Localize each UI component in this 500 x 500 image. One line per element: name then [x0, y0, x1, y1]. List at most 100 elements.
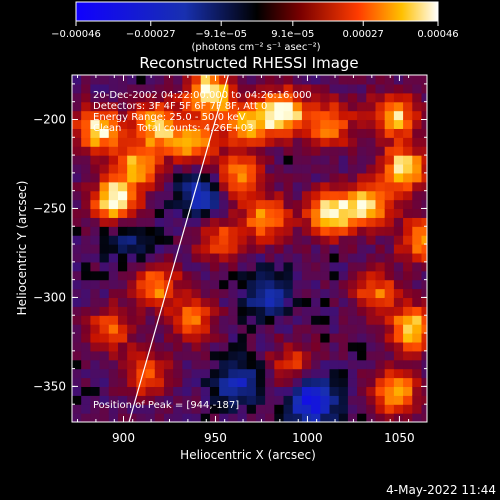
- heatmap-cell: [292, 146, 303, 156]
- heatmap-cell: [108, 306, 119, 316]
- heatmap-cell: [421, 297, 427, 307]
- heatmap-cell: [347, 244, 358, 254]
- heatmap-cell: [81, 297, 91, 307]
- heatmap-cell: [108, 279, 119, 290]
- heatmap-cell: [90, 315, 101, 325]
- heatmap-cell: [182, 181, 193, 192]
- heatmap-cell: [163, 306, 174, 316]
- heatmap-cell: [412, 92, 423, 103]
- heatmap-cell: [136, 208, 147, 218]
- heatmap-cell: [338, 413, 349, 422]
- heatmap-cell: [338, 119, 349, 129]
- heatmap-cell: [375, 279, 386, 290]
- heatmap-cell: [191, 217, 202, 227]
- heatmap-cell: [403, 333, 413, 343]
- heatmap-cell: [81, 146, 91, 156]
- heatmap-cell: [283, 172, 294, 183]
- heatmap-cell: [292, 190, 303, 201]
- heatmap-cell: [375, 226, 386, 236]
- y-tick-label: −250: [33, 201, 66, 215]
- heatmap-cell: [90, 199, 101, 210]
- heatmap-cell: [127, 226, 137, 236]
- heatmap-cell: [237, 261, 248, 272]
- heatmap-cell: [117, 83, 128, 94]
- heatmap-cell: [191, 155, 202, 165]
- heatmap-cell: [81, 110, 91, 121]
- heatmap-cell: [329, 324, 340, 334]
- heatmap-cell: [173, 190, 183, 201]
- heatmap-cell: [412, 119, 423, 129]
- heatmap-cell: [117, 270, 128, 281]
- y-axis-label: Heliocentric Y (arcsec): [15, 181, 29, 316]
- heatmap-cell: [393, 297, 404, 307]
- heatmap-cell: [311, 306, 321, 316]
- heatmap-cell: [311, 83, 321, 94]
- heatmap-cell: [200, 181, 211, 192]
- heatmap-cell: [136, 315, 147, 325]
- heatmap-cell: [255, 199, 266, 210]
- heatmap-cell: [99, 324, 110, 334]
- heatmap-cell: [403, 315, 413, 325]
- heatmap-cell: [421, 270, 427, 281]
- heatmap-cell: [108, 315, 119, 325]
- heatmap-cell: [228, 190, 239, 201]
- heatmap-cell: [81, 279, 91, 290]
- heatmap-cell: [154, 83, 165, 94]
- heatmap-cell: [182, 235, 193, 245]
- heatmap-cell: [154, 101, 165, 112]
- heatmap-cell: [255, 155, 266, 165]
- heatmap-cell: [366, 404, 377, 414]
- heatmap-cell: [117, 306, 128, 316]
- heatmap-cell: [127, 208, 137, 218]
- heatmap-cell: [338, 190, 349, 201]
- heatmap-cell: [163, 75, 174, 85]
- heatmap-cell: [90, 368, 101, 379]
- heatmap-cell: [412, 181, 423, 192]
- heatmap-cell: [90, 75, 101, 85]
- heatmap-cell: [145, 261, 156, 272]
- heatmap-cell: [255, 261, 266, 272]
- heatmap-cell: [81, 359, 91, 370]
- heatmap-cell: [72, 261, 82, 272]
- heatmap-cell: [90, 163, 101, 174]
- heatmap-cell: [228, 413, 239, 422]
- heatmap-cell: [173, 297, 183, 307]
- heatmap-cell: [127, 252, 137, 263]
- heatmap-cell: [311, 297, 321, 307]
- heatmap-cell: [265, 92, 275, 103]
- heatmap-cell: [283, 315, 294, 325]
- heatmap-cell: [219, 306, 229, 316]
- heatmap-cell: [145, 386, 156, 396]
- heatmap-cell: [338, 315, 349, 325]
- heatmap-cell: [366, 386, 377, 396]
- heatmap-cell: [219, 119, 229, 129]
- heatmap-cell: [393, 235, 404, 245]
- heatmap-cell: [145, 119, 156, 129]
- heatmap-cell: [72, 146, 82, 156]
- heatmap-cell: [200, 128, 211, 138]
- heatmap-cell: [145, 413, 156, 422]
- heatmap-cell: [191, 119, 202, 129]
- heatmap-cell: [136, 128, 147, 138]
- heatmap-cell: [246, 377, 257, 388]
- heatmap-cell: [154, 279, 165, 290]
- heatmap-cell: [200, 333, 211, 343]
- heatmap-cell: [90, 146, 101, 156]
- heatmap-cell: [311, 110, 321, 121]
- colorbar-tick-label: 9.1e−05: [271, 29, 314, 40]
- heatmap-cell: [136, 146, 147, 156]
- heatmap-cell: [255, 128, 266, 138]
- heatmap-cell: [329, 395, 340, 405]
- heatmap-cell: [246, 261, 257, 272]
- heatmap-cell: [255, 377, 266, 388]
- heatmap-cell: [209, 199, 220, 210]
- heatmap-cell: [292, 137, 303, 147]
- heatmap-cell: [81, 386, 91, 396]
- heatmap-cell: [246, 226, 257, 236]
- heatmap-cell: [347, 386, 358, 396]
- heatmap-cell: [117, 368, 128, 379]
- heatmap-cell: [292, 288, 303, 299]
- heatmap-cell: [274, 270, 285, 281]
- heatmap-cell: [338, 359, 349, 370]
- heatmap-cell: [136, 244, 147, 254]
